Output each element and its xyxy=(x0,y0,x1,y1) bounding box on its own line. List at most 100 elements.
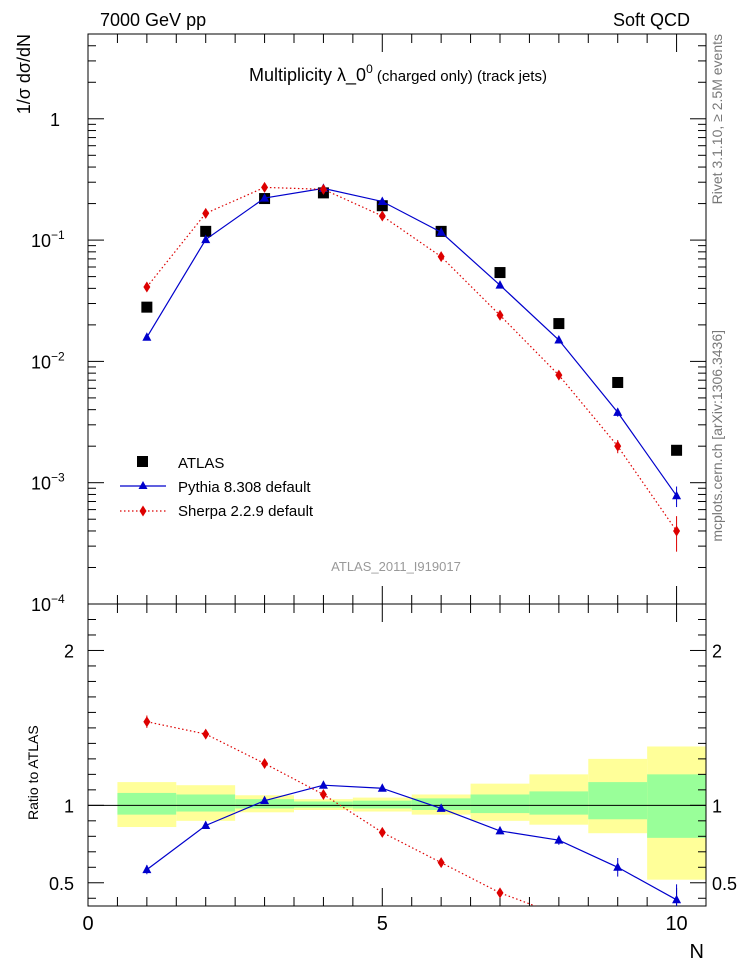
top-ylabel: 1/σ dσ/dN xyxy=(14,34,34,114)
ratio-y-tick-label-left: 2 xyxy=(64,641,74,661)
x-tick-label: 10 xyxy=(665,913,687,935)
y-tick-label: 10−1 xyxy=(31,228,65,251)
y-tick-label-exponent: −4 xyxy=(51,592,65,606)
bottom-panel-ticks: 0.5 0.5 1 1 2 2 0 5 10 xyxy=(49,604,737,935)
data-point-diamond xyxy=(378,210,386,222)
data-point-square xyxy=(671,444,683,456)
y-tick-label: 10−2 xyxy=(31,349,65,372)
ratio-point-triangle xyxy=(318,780,328,789)
data-point-square xyxy=(200,225,212,237)
bottom-panel-frame xyxy=(87,603,707,907)
band-inner xyxy=(588,782,648,820)
data-point-diamond xyxy=(496,309,504,321)
y-tick-label: 10−4 xyxy=(31,592,65,615)
ratio-point-diamond xyxy=(378,826,386,838)
ratio-point-triangle xyxy=(554,835,564,844)
y-tick-label-base: 10 xyxy=(31,352,51,372)
chart-title-suffix: (charged only) (track jets) xyxy=(373,68,547,85)
ratio-point-diamond xyxy=(319,788,327,800)
ratio-point-triangle xyxy=(613,862,623,871)
bottom-ylabel: Ratio to ATLAS xyxy=(25,725,41,820)
y-tick-label-exponent: −1 xyxy=(51,228,65,242)
data-point-triangle xyxy=(613,407,623,416)
data-point-diamond xyxy=(261,181,269,193)
y-tick-label-exponent: −2 xyxy=(51,349,65,363)
ratio-point-diamond xyxy=(202,728,210,740)
y-tick-label-exponent: −3 xyxy=(51,471,65,485)
band-inner xyxy=(647,774,706,838)
ratio-line-triangle xyxy=(146,784,677,901)
bottom-panel-data xyxy=(142,715,682,906)
band-inner xyxy=(470,794,530,814)
chart-title: Multiplicity λ_00 (charged only) (track … xyxy=(249,62,547,86)
data-point-triangle xyxy=(201,234,211,244)
rivet-label: Rivet 3.1.10, ≥ 2.5M events xyxy=(709,34,725,204)
data-point-square xyxy=(376,200,388,212)
legend-sherpa-marker xyxy=(139,505,147,517)
ratio-point-triangle xyxy=(260,795,270,805)
data-point-square xyxy=(612,376,624,388)
y-tick-label: 10−3 xyxy=(31,471,65,494)
ratio-point-triangle xyxy=(142,864,152,874)
y-tick-label-base: 10 xyxy=(31,595,51,615)
top-panel-ticks: 110−110−210−310−4 xyxy=(31,33,707,615)
data-point-square xyxy=(141,301,153,313)
ratio-point-triangle xyxy=(672,894,682,904)
band-inner xyxy=(117,792,177,815)
ratio-point-diamond xyxy=(496,887,504,899)
legend-pythia-marker xyxy=(138,481,148,489)
data-point-square xyxy=(553,318,565,330)
data-point-diamond xyxy=(614,440,622,452)
data-point-triangle xyxy=(554,335,564,344)
legend: ATLAS Pythia 8.308 default Sherpa 2.2.9 … xyxy=(120,455,314,520)
y-tick-label: 1 xyxy=(50,110,60,130)
data-point-diamond xyxy=(437,251,445,263)
data-point-triangle xyxy=(377,196,387,206)
chart-title-superscript: 0 xyxy=(366,62,373,76)
top-panel-data xyxy=(141,181,683,552)
ratio-y-tick-label-left: 1 xyxy=(64,796,74,816)
legend-atlas-label: ATLAS xyxy=(178,455,224,472)
data-point-diamond xyxy=(673,525,681,537)
data-point-triangle xyxy=(142,332,152,341)
band-inner xyxy=(176,794,236,812)
ratio-point-diamond xyxy=(143,716,151,728)
legend-pythia-label: Pythia 8.308 default xyxy=(178,479,311,496)
x-axis-label: N xyxy=(690,941,704,963)
header-right: Soft QCD xyxy=(613,10,690,30)
ratio-point-diamond xyxy=(261,758,269,770)
data-point-diamond xyxy=(202,207,210,219)
band-inner xyxy=(352,800,412,809)
band-inner xyxy=(529,791,589,815)
y-tick-label-base: 1 xyxy=(50,110,60,130)
legend-sherpa-label: Sherpa 2.2.9 default xyxy=(178,503,314,520)
ratio-series-group xyxy=(142,715,682,906)
y-tick-label-base: 10 xyxy=(31,474,51,494)
ratio-y-tick-label-right: 2 xyxy=(712,641,722,661)
ratio-y-tick-label-right: 0.5 xyxy=(712,874,737,894)
ratio-y-tick-label-right: 1 xyxy=(712,796,722,816)
ratio-point-triangle xyxy=(436,803,446,812)
data-point-diamond xyxy=(555,369,563,381)
mcplots-label: mcplots.cern.ch [arXiv:1306.3436] xyxy=(709,330,725,542)
y-tick-label-base: 10 xyxy=(31,231,51,251)
data-point-triangle xyxy=(672,490,682,500)
data-point-triangle xyxy=(436,227,446,236)
header-left: 7000 GeV pp xyxy=(100,10,206,30)
ratio-point-triangle xyxy=(495,825,505,835)
data-point-square xyxy=(494,267,506,279)
chart-title-main: Multiplicity λ_0 xyxy=(249,65,366,86)
x-tick-label: 0 xyxy=(82,913,93,935)
x-tick-label: 5 xyxy=(377,913,388,935)
data-point-diamond xyxy=(319,183,327,195)
ratio-point-triangle xyxy=(377,783,387,792)
band-inner xyxy=(294,801,353,808)
data-point-diamond xyxy=(143,281,151,293)
legend-atlas-marker xyxy=(137,456,148,467)
ratio-point-diamond xyxy=(437,857,445,869)
series-line-triangle xyxy=(146,187,678,497)
ratio-y-tick-label-left: 0.5 xyxy=(49,874,74,894)
analysis-id: ATLAS_2011_I919017 xyxy=(331,559,461,574)
ratio-point-triangle xyxy=(201,820,211,829)
